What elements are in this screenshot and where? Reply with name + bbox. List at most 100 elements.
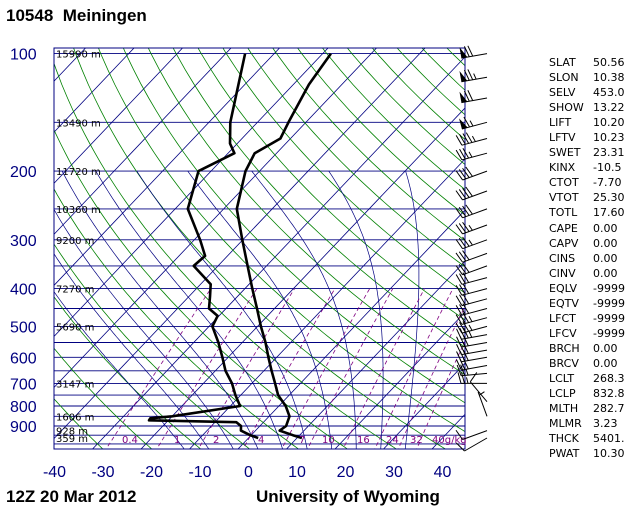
wind-barb-staff: [461, 365, 488, 371]
wind-barb-full: [462, 358, 469, 370]
wind-barb-full: [462, 350, 469, 361]
wind-barb-full: [455, 224, 463, 235]
index-row: PWAT 10.30: [549, 446, 625, 461]
mixing-ratio-label: 7: [299, 435, 305, 446]
pressure-tick-label: 500: [10, 319, 37, 336]
pressure-tick-label: 400: [10, 282, 37, 299]
dry-adiabat: [122, 48, 465, 404]
index-row: LFTV 10.23: [549, 130, 625, 145]
wind-barb-staff: [461, 342, 488, 348]
index-value: 25.30: [593, 191, 625, 205]
wind-barb-full: [458, 237, 467, 248]
temperature-tick-label: 20: [337, 464, 355, 481]
wind-barb-half: [473, 73, 477, 80]
index-key: SLAT: [549, 56, 576, 69]
wind-barb: [477, 391, 488, 417]
index-key: CINS: [549, 251, 576, 265]
wind-barb: [455, 262, 488, 276]
index-row: CINV 0.00: [549, 266, 625, 281]
wind-barb-full: [459, 284, 466, 295]
wind-barb-full: [462, 133, 470, 144]
wind-barb-full: [455, 314, 463, 325]
index-key: LIFT: [549, 116, 572, 130]
dry-adiabat: [54, 188, 300, 449]
moist-adiabat: [251, 170, 357, 449]
wind-barb: [469, 372, 488, 403]
index-key: LFCT: [549, 311, 576, 325]
index-value: 0.00: [593, 341, 618, 355]
height-label: 15990 m: [56, 50, 101, 61]
mixing-ratio-label: 4: [258, 435, 264, 446]
mixing-ratio-line: [105, 288, 212, 449]
station-id: 10548: [6, 6, 54, 25]
index-row: LCLT 268.3: [549, 371, 625, 386]
temperature-tick-label: -20: [140, 464, 163, 481]
index-key: CTOT: [549, 176, 579, 190]
wind-barb-full: [463, 69, 470, 81]
moist-adiabat: [404, 171, 420, 449]
index-key: MLMR: [549, 417, 582, 431]
wind-barb: [455, 293, 488, 307]
index-row: SLAT 50.56: [549, 55, 625, 70]
mixing-ratio-label: 10: [322, 435, 335, 446]
wind-barb-full: [465, 166, 473, 177]
wind-barb-staff: [462, 252, 488, 263]
index-value: 17.60: [593, 206, 625, 220]
wind-barb-staff: [462, 190, 488, 201]
wind-barb: [455, 272, 488, 285]
mixing-ratio-line: [307, 288, 394, 449]
dry-adiabat: [297, 48, 465, 216]
isotherm-line: [237, 209, 465, 449]
index-value: 13.22: [593, 101, 625, 115]
mixing-ratio-label: 40g/kg: [432, 435, 467, 446]
wind-barb-full: [455, 135, 463, 146]
wind-barb: [455, 429, 488, 440]
dry-adiabat: [247, 48, 465, 268]
wind-barb-full: [455, 323, 463, 334]
wind-barb-full: [455, 295, 463, 306]
index-key: KINX: [549, 161, 576, 175]
wind-barb-full: [458, 189, 467, 200]
dry-adiabat: [197, 48, 465, 321]
wind-barb-full: [462, 221, 470, 232]
wind-barb-half: [479, 391, 485, 396]
index-value: 10.23: [593, 131, 625, 145]
wind-barb-staff: [469, 381, 488, 403]
index-row: CTOT -7.70: [549, 175, 625, 190]
wind-barb-full: [462, 187, 470, 198]
station-name: Meiningen: [62, 6, 147, 25]
wind-barb-full: [455, 265, 463, 276]
wind-barb: [459, 69, 488, 83]
wind-barb: [455, 186, 488, 201]
mixing-ratio-line: [397, 305, 465, 449]
wind-barb-full: [455, 170, 463, 181]
wind-barb-staff: [461, 277, 488, 285]
pressure-tick-label: 700: [10, 376, 37, 393]
index-value: 5401.: [593, 432, 625, 446]
wind-barb: [455, 132, 488, 146]
moist-adiabat: [136, 170, 308, 449]
dry-adiabat: [73, 48, 447, 449]
wind-barb-staff: [461, 325, 488, 334]
wind-barb-staff: [461, 53, 488, 59]
index-row: LFCT -9999: [549, 311, 625, 326]
moist-adiabat: [61, 170, 259, 449]
index-value: 10.38: [593, 71, 625, 85]
observation-time: 12Z 20 Mar 2012: [6, 487, 137, 506]
wind-barb-staff: [461, 298, 488, 307]
wind-barb-full: [462, 303, 470, 314]
index-key: SWET: [549, 146, 581, 160]
isotherm-line: [54, 48, 184, 184]
wind-barb-staff: [477, 391, 488, 417]
isotherm-line: [54, 48, 281, 286]
wind-barb-full: [459, 304, 466, 315]
wind-barb-pennant: [459, 118, 468, 130]
wind-barb-half: [468, 239, 473, 246]
index-key: BRCV: [549, 356, 579, 370]
index-row: MLMR 3.23: [549, 416, 625, 431]
moist-adiabat: [95, 170, 283, 449]
wind-barb-full: [455, 429, 463, 440]
index-value: 268.3: [593, 371, 625, 385]
wind-barb: [459, 90, 488, 104]
wind-barb-pennant: [459, 91, 468, 103]
